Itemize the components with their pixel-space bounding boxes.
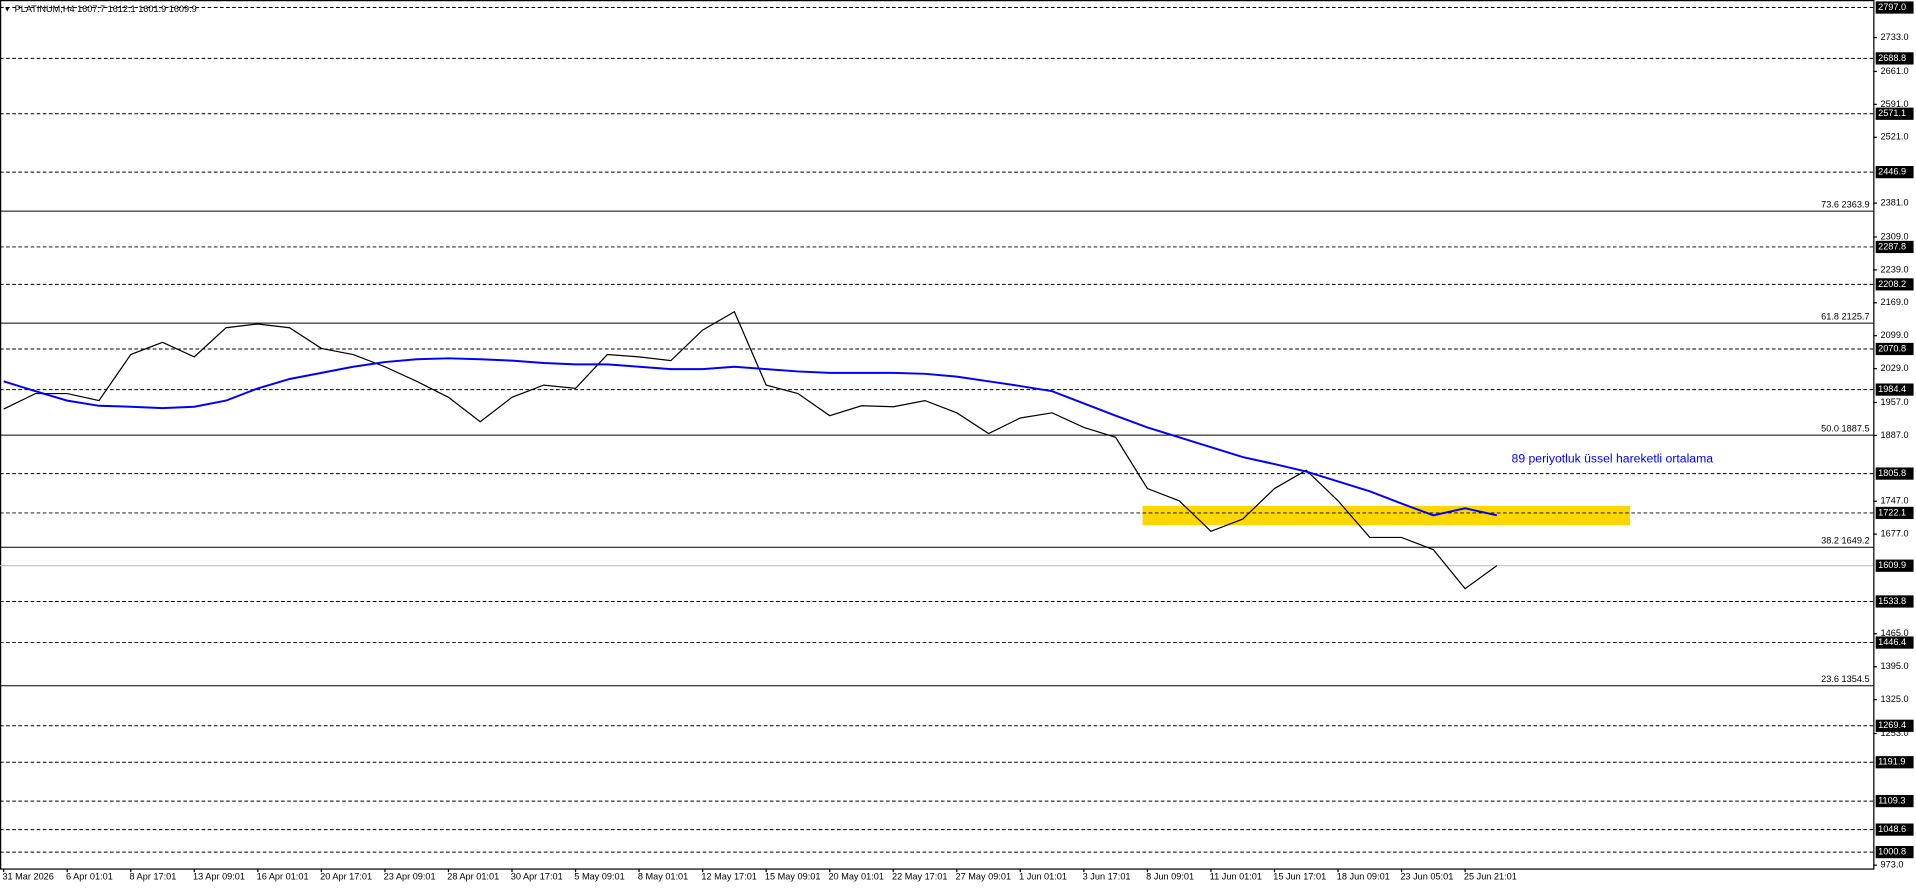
x-tick-label: 25 Jun 21:01 bbox=[1464, 871, 1517, 881]
level-label: 2208.2 bbox=[1878, 279, 1906, 289]
last-price-box bbox=[1875, 559, 1914, 572]
fib-label: 23.6 1354.5 bbox=[1821, 674, 1869, 684]
x-tick-label: 23 Jun 05:01 bbox=[1400, 871, 1453, 881]
level-box bbox=[1875, 342, 1914, 356]
level-box bbox=[1875, 107, 1914, 120]
fib-label: 50.0 1887.5 bbox=[1821, 423, 1869, 433]
level-label: 1722.1 bbox=[1878, 507, 1906, 517]
x-tick-label: 1 Jun 01:01 bbox=[1019, 871, 1067, 881]
x-tick-label: 22 May 17:01 bbox=[892, 871, 947, 881]
y-tick-label: 1957.0 bbox=[1881, 397, 1909, 407]
x-tick-label: 27 May 09:01 bbox=[956, 871, 1011, 881]
level-box bbox=[1875, 845, 1914, 859]
y-tick-label: 2169.0 bbox=[1881, 297, 1909, 307]
x-tick-label: 28 Apr 01:01 bbox=[447, 871, 499, 881]
level-box bbox=[1875, 52, 1914, 65]
x-tick-label: 12 May 17:01 bbox=[701, 871, 756, 881]
title-icon: ▼ bbox=[4, 5, 11, 14]
level-label: 2688.8 bbox=[1878, 53, 1906, 63]
x-tick-label: 18 Jun 09:01 bbox=[1337, 871, 1390, 881]
level-box bbox=[1875, 756, 1914, 769]
level-box bbox=[1875, 823, 1914, 836]
level-label: 1984.4 bbox=[1878, 384, 1906, 394]
fib-label: 38.2 1649.2 bbox=[1821, 536, 1869, 546]
x-tick-label: 31 Mar 2026 bbox=[2, 871, 53, 881]
y-tick-label: 2661.0 bbox=[1881, 66, 1909, 76]
level-box bbox=[1875, 595, 1914, 608]
y-tick-label: 1395.0 bbox=[1881, 661, 1909, 671]
y-tick-label: 2521.0 bbox=[1881, 132, 1909, 142]
level-box bbox=[1875, 794, 1914, 808]
x-tick-label: 15 May 09:01 bbox=[765, 871, 820, 881]
x-tick-label: 5 May 09:01 bbox=[574, 871, 624, 881]
level-box bbox=[1875, 719, 1914, 732]
level-label: 1109.3 bbox=[1878, 796, 1905, 806]
y-tick-label: 1325.0 bbox=[1881, 694, 1909, 704]
chart-title: PLATINUM,H4 1607.7 1612.1 1601.9 1609.9 bbox=[15, 4, 197, 14]
level-label: 2571.1 bbox=[1878, 108, 1906, 118]
level-box bbox=[1875, 383, 1914, 396]
y-tick-label: 2733.0 bbox=[1881, 32, 1909, 42]
x-tick-label: 8 May 01:01 bbox=[638, 871, 688, 881]
level-box bbox=[1875, 240, 1914, 254]
y-tick-label: 1747.0 bbox=[1881, 496, 1909, 506]
level-label: 2797.0 bbox=[1878, 2, 1906, 12]
level-box bbox=[1875, 506, 1914, 520]
annotation: 89 periyotluk üssel hareketli ortalama bbox=[1512, 451, 1714, 465]
level-box bbox=[1875, 166, 1914, 179]
ema-line bbox=[3, 357, 1498, 517]
x-tick-label: 20 Apr 17:01 bbox=[320, 871, 372, 881]
x-tick-label: 20 May 01:01 bbox=[828, 871, 883, 881]
x-tick-label: 11 Jun 01:01 bbox=[1210, 871, 1262, 881]
y-tick-label: 1465.0 bbox=[1881, 628, 1909, 638]
y-tick-label: 973.0 bbox=[1881, 860, 1904, 870]
price-line bbox=[3, 310, 1498, 590]
y-tick-label: 2239.0 bbox=[1881, 264, 1909, 274]
x-tick-label: 3 Jun 17:01 bbox=[1083, 871, 1131, 881]
x-tick-label: 23 Apr 09:01 bbox=[384, 871, 436, 881]
x-tick-label: 8 Apr 17:01 bbox=[130, 871, 177, 881]
level-label: 1533.8 bbox=[1878, 596, 1906, 606]
x-tick-label: 13 Apr 09:01 bbox=[193, 871, 245, 881]
level-box bbox=[1875, 467, 1914, 480]
x-tick-label: 8 Jun 09:01 bbox=[1146, 871, 1194, 881]
level-box bbox=[1875, 1, 1914, 14]
x-tick-label: 16 Apr 01:01 bbox=[257, 871, 309, 881]
level-label: 1805.8 bbox=[1878, 468, 1906, 478]
level-box bbox=[1875, 278, 1914, 291]
x-tick-label: 15 Jun 17:01 bbox=[1273, 871, 1326, 881]
level-label: 1269.4 bbox=[1878, 720, 1906, 730]
fib-label: 61.8 2125.7 bbox=[1821, 311, 1869, 321]
y-tick-label: 2381.0 bbox=[1881, 198, 1909, 208]
y-tick-label: 1253.0 bbox=[1881, 728, 1909, 738]
x-tick-label: 30 Apr 17:01 bbox=[511, 871, 563, 881]
level-label: 2446.9 bbox=[1878, 167, 1906, 177]
y-tick-label: 1677.0 bbox=[1881, 529, 1909, 539]
zone bbox=[1142, 505, 1631, 526]
level-label: 1000.8 bbox=[1878, 847, 1906, 857]
x-tick-label: 6 Apr 01:01 bbox=[66, 871, 113, 881]
fib-label: 73.6 2363.9 bbox=[1821, 199, 1869, 209]
y-tick-label: 2309.0 bbox=[1881, 231, 1909, 241]
y-tick-label: 1887.0 bbox=[1881, 430, 1909, 440]
last-price-label: 1609.9 bbox=[1878, 560, 1906, 570]
level-label: 1191.9 bbox=[1878, 757, 1905, 767]
level-label: 2070.8 bbox=[1878, 343, 1906, 353]
y-tick-label: 2591.0 bbox=[1881, 99, 1909, 109]
level-label: 1048.6 bbox=[1878, 824, 1906, 834]
y-tick-label: 2099.0 bbox=[1881, 330, 1909, 340]
y-tick-label: 2029.0 bbox=[1881, 363, 1909, 373]
level-label: 2287.8 bbox=[1878, 241, 1906, 251]
level-box bbox=[1875, 636, 1914, 649]
level-label: 1446.4 bbox=[1878, 637, 1906, 647]
